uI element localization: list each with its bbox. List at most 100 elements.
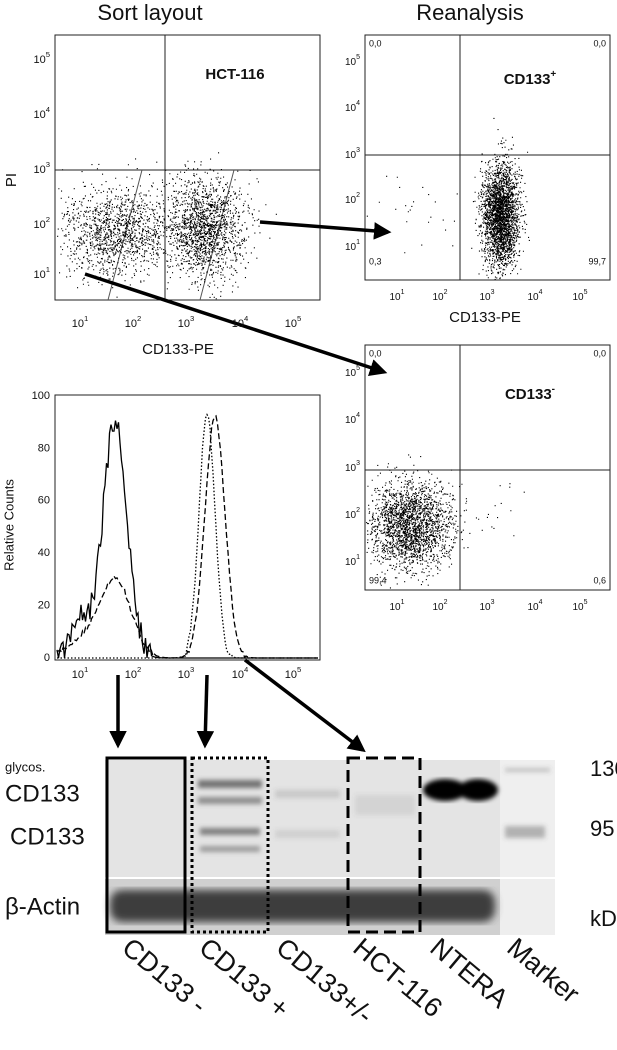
tick-base: 10 xyxy=(33,269,45,281)
tick-exponent: 1 xyxy=(84,314,88,323)
tick-exponent: 2 xyxy=(356,507,360,514)
tick-exponent: 1 xyxy=(401,289,405,296)
gate-label-sup: - xyxy=(552,384,555,395)
tick-label: 102 xyxy=(33,215,50,231)
plot-frame xyxy=(54,394,321,661)
tick-label: 102 xyxy=(432,289,447,303)
y-tick-label: 60 xyxy=(38,495,50,507)
tick-label: 104 xyxy=(33,105,50,121)
tick-label: 101 xyxy=(33,265,50,281)
tick-exponent: 2 xyxy=(444,289,448,296)
tick-exponent: 3 xyxy=(491,289,495,296)
tick-exponent: 5 xyxy=(584,289,588,296)
tick-base: 10 xyxy=(345,242,357,253)
event-dots xyxy=(57,158,206,298)
tick-base: 10 xyxy=(72,669,84,681)
tick-exponent: 5 xyxy=(46,50,50,59)
tick-exponent: 1 xyxy=(84,665,88,674)
histogram-curve xyxy=(56,414,318,659)
tick-label: 104 xyxy=(527,289,542,303)
row-label: CD133 xyxy=(10,823,85,850)
tick-label: 103 xyxy=(178,314,195,330)
tick-label: 104 xyxy=(527,599,542,613)
tick-base: 10 xyxy=(389,292,401,303)
y-axis-label: Relative Counts xyxy=(1,479,16,571)
tick-exponent: 2 xyxy=(46,215,50,224)
tick-label: 104 xyxy=(232,314,249,330)
quadrant-percent: 99,4 xyxy=(369,575,387,585)
tick-label: 103 xyxy=(479,289,494,303)
tick-base: 10 xyxy=(178,669,190,681)
tick-label: 102 xyxy=(345,192,360,206)
tick-base: 10 xyxy=(33,54,45,66)
tick-base: 10 xyxy=(345,103,357,114)
tick-exponent: 1 xyxy=(46,265,50,274)
tick-base: 10 xyxy=(285,318,297,330)
tick-label: 104 xyxy=(345,100,360,114)
tick-base: 10 xyxy=(572,602,584,613)
tick-exponent: 3 xyxy=(356,460,360,467)
tick-exponent: 1 xyxy=(401,599,405,606)
tick-label: 102 xyxy=(432,599,447,613)
tick-label: 105 xyxy=(285,665,302,681)
tick-label: 105 xyxy=(345,365,360,379)
y-tick-label: 80 xyxy=(38,442,50,454)
event-dots xyxy=(143,152,277,300)
tick-label: 102 xyxy=(125,665,142,681)
tick-base: 10 xyxy=(345,368,357,379)
histogram-curve xyxy=(56,420,318,659)
tick-exponent: 5 xyxy=(584,599,588,606)
tick-exponent: 5 xyxy=(297,314,301,323)
tick-exponent: 3 xyxy=(46,160,50,169)
quadrant-percent: 0,0 xyxy=(369,348,382,358)
tick-label: 103 xyxy=(33,160,50,176)
tick-base: 10 xyxy=(33,219,45,231)
tick-base: 10 xyxy=(345,510,357,521)
tick-exponent: 3 xyxy=(190,314,194,323)
tick-base: 10 xyxy=(345,150,357,161)
quadrant-percent: 0,6 xyxy=(593,575,606,585)
tick-label: 102 xyxy=(345,507,360,521)
blot xyxy=(105,756,555,935)
size-label: 130 xyxy=(590,756,617,781)
tick-label: 103 xyxy=(178,665,195,681)
arrows xyxy=(84,220,392,753)
tick-label: 101 xyxy=(345,554,360,568)
tick-exponent: 5 xyxy=(356,365,360,372)
gate-label-sup: + xyxy=(550,69,556,80)
tick-base: 10 xyxy=(572,292,584,303)
tick-exponent: 2 xyxy=(444,599,448,606)
tick-base: 10 xyxy=(345,415,357,426)
tick-label: 105 xyxy=(285,314,302,330)
tick-base: 10 xyxy=(232,318,244,330)
tick-exponent: 4 xyxy=(46,105,51,114)
row-label: CD133 xyxy=(5,780,80,807)
tick-exponent: 2 xyxy=(137,314,141,323)
quadrant-percent: 0,0 xyxy=(593,348,606,358)
tick-label: 105 xyxy=(33,50,50,66)
tick-label: 102 xyxy=(125,314,142,330)
tick-base: 10 xyxy=(33,109,45,121)
tick-label: 101 xyxy=(389,289,404,303)
tick-exponent: 4 xyxy=(244,314,249,323)
panel-title: Sort layout xyxy=(97,0,202,25)
tick-exponent: 1 xyxy=(356,554,360,561)
tick-label: 105 xyxy=(572,599,587,613)
quadrant-percent: 0,0 xyxy=(369,38,382,48)
tick-base: 10 xyxy=(432,292,444,303)
tick-base: 10 xyxy=(345,463,357,474)
tick-base: 10 xyxy=(345,195,357,206)
tick-base: 10 xyxy=(479,292,491,303)
gate-label: CD133- xyxy=(505,384,555,403)
y-tick-label: 20 xyxy=(38,600,50,612)
tick-label: 103 xyxy=(479,599,494,613)
plot-frame xyxy=(364,344,611,591)
tick-exponent: 4 xyxy=(244,665,249,674)
plot-frame xyxy=(54,34,321,301)
tick-base: 10 xyxy=(232,669,244,681)
tick-label: 105 xyxy=(572,289,587,303)
event-dots xyxy=(472,117,530,281)
tick-exponent: 4 xyxy=(539,289,543,296)
plot-frame xyxy=(364,34,611,281)
